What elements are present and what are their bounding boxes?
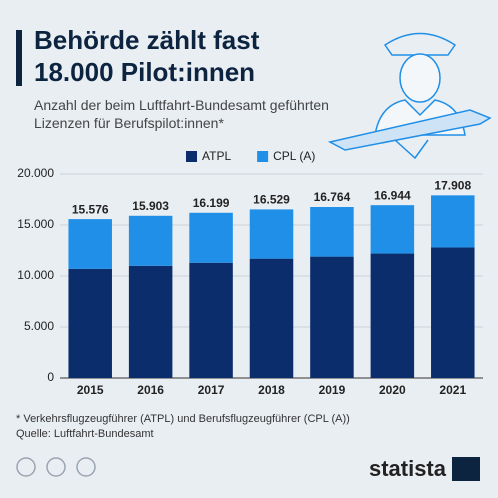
bar-segment bbox=[310, 207, 354, 257]
legend-label: CPL (A) bbox=[273, 149, 315, 163]
chart-subtitle: Anzahl der beim Luftfahrt-Bundesamt gefü… bbox=[34, 97, 329, 131]
bar-segment bbox=[189, 262, 233, 378]
bar-segment bbox=[370, 205, 415, 254]
bar-segment bbox=[431, 195, 475, 248]
pilot-illustration bbox=[327, 32, 492, 160]
bar-segment bbox=[68, 219, 112, 269]
bar-segment bbox=[189, 212, 233, 263]
bar-segment bbox=[431, 247, 475, 378]
total-label: 15.903 bbox=[132, 199, 169, 213]
legend-swatch bbox=[257, 151, 269, 162]
legend-label: ATPL bbox=[202, 149, 231, 163]
x-tick-label: 2016 bbox=[137, 383, 164, 397]
brand: statista bbox=[369, 456, 447, 481]
x-tick-label: 2018 bbox=[258, 383, 285, 397]
y-tick-label: 15.000 bbox=[17, 217, 54, 231]
license-icons bbox=[16, 457, 96, 477]
y-tick-label: 5.000 bbox=[24, 319, 54, 333]
y-tick-label: 20.000 bbox=[17, 166, 54, 180]
bar-segment bbox=[310, 256, 354, 378]
total-label: 16.764 bbox=[314, 190, 351, 204]
bar-segment bbox=[128, 265, 173, 378]
brand-mark bbox=[452, 457, 480, 481]
chart-title: Behörde zählt fast 18.000 Pilot:innen bbox=[34, 25, 260, 87]
y-tick-label: 10.000 bbox=[17, 268, 54, 282]
x-tick-label: 2021 bbox=[439, 383, 466, 397]
total-label: 16.529 bbox=[253, 193, 290, 207]
legend-swatch bbox=[186, 151, 197, 162]
y-tick-label: 0 bbox=[47, 370, 54, 384]
total-label: 16.199 bbox=[193, 196, 230, 210]
source: Quelle: Luftfahrt-Bundesamt bbox=[16, 428, 154, 440]
notes: * Verkehrsflugzeugführer (ATPL) und Beru… bbox=[16, 412, 350, 442]
total-label: 15.576 bbox=[72, 202, 109, 216]
bar-segment bbox=[249, 258, 294, 378]
title-accent bbox=[16, 30, 22, 86]
x-tick-label: 2019 bbox=[319, 383, 346, 397]
bar-segment bbox=[370, 253, 415, 378]
x-tick-label: 2015 bbox=[77, 383, 104, 397]
x-tick-label: 2020 bbox=[379, 383, 406, 397]
total-label: 16.944 bbox=[374, 188, 411, 202]
total-label: 17.908 bbox=[434, 179, 471, 193]
bar-segment bbox=[68, 268, 112, 378]
x-tick-label: 2017 bbox=[198, 383, 225, 397]
bar-segment bbox=[128, 215, 173, 266]
footnote: * Verkehrsflugzeugführer (ATPL) und Beru… bbox=[16, 413, 350, 425]
bar-segment bbox=[249, 209, 294, 259]
